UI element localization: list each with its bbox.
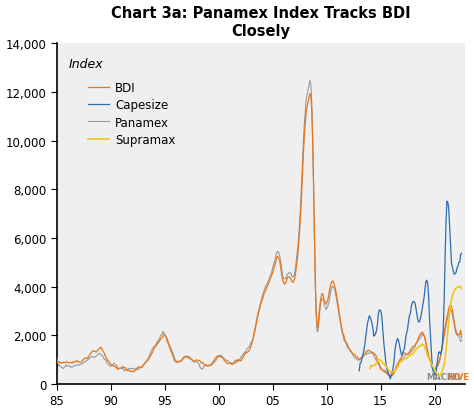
- Title: Chart 3a: Panamex Index Tracks BDI
Closely: Chart 3a: Panamex Index Tracks BDI Close…: [111, 5, 410, 39]
- Panamex: [282, 277, 287, 282]
- Text: HIVE: HIVE: [447, 372, 469, 381]
- Legend: BDI, Capesize, Panamex, Supramax: BDI, Capesize, Panamex, Supramax: [83, 78, 180, 151]
- Panamex: [199, 367, 205, 372]
- Panamex: [307, 78, 313, 83]
- BDI: [199, 360, 205, 365]
- BDI: [459, 335, 465, 340]
- Panamex: [387, 374, 393, 379]
- BDI: [60, 360, 66, 365]
- Panamex: [189, 358, 195, 363]
- Supramax: [459, 287, 465, 292]
- BDI: [184, 355, 190, 360]
- BDI: [389, 374, 395, 379]
- Line: Supramax: Supramax: [370, 287, 462, 376]
- Text: MACRO: MACRO: [426, 372, 461, 381]
- BDI: [54, 356, 60, 361]
- Text: Index: Index: [69, 58, 104, 71]
- Panamex: [459, 338, 465, 343]
- BDI: [196, 358, 201, 363]
- Panamex: [184, 354, 190, 358]
- Line: BDI: BDI: [57, 95, 462, 376]
- BDI: [189, 357, 195, 362]
- BDI: [282, 282, 287, 287]
- Panamex: [54, 361, 60, 366]
- Line: Capesize: Capesize: [359, 202, 462, 379]
- Line: Panamex: Panamex: [57, 81, 462, 377]
- Panamex: [60, 366, 66, 371]
- BDI: [307, 92, 313, 97]
- Capesize: [458, 252, 464, 257]
- Supramax: [458, 284, 464, 289]
- Panamex: [196, 361, 201, 366]
- Capesize: [459, 251, 465, 256]
